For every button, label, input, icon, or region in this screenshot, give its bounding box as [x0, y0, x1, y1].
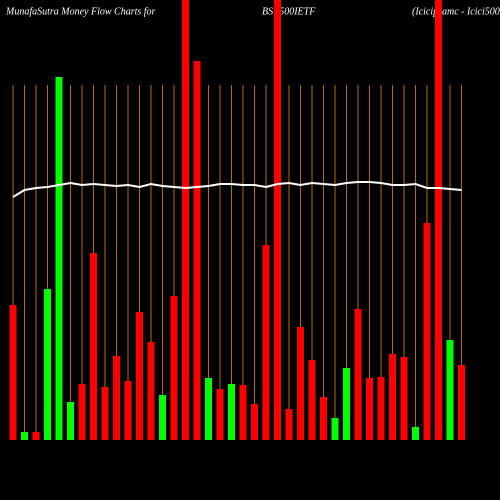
bar [136, 312, 143, 440]
bar [377, 377, 385, 440]
bar [147, 342, 155, 440]
bar [9, 305, 17, 440]
bar [239, 385, 247, 440]
bar [400, 357, 408, 440]
bar [193, 61, 201, 440]
money-flow-line [12, 181, 462, 198]
symbol: BSE500IETF [262, 6, 316, 17]
bar [423, 223, 431, 440]
bar [251, 404, 258, 440]
bar [113, 356, 120, 440]
bar [331, 418, 339, 440]
bar [412, 427, 419, 440]
bar [159, 395, 166, 440]
bar [446, 340, 454, 440]
bar [90, 253, 97, 440]
bar [262, 245, 270, 440]
bar [78, 384, 86, 440]
bar [297, 327, 304, 440]
bar [205, 378, 212, 440]
bar [170, 296, 178, 440]
bar [216, 389, 224, 440]
bar [354, 309, 362, 440]
bar [32, 432, 40, 440]
bar [228, 384, 235, 440]
bar [21, 432, 28, 440]
bar [435, 0, 442, 440]
bar [55, 77, 63, 440]
chart-title: MunafaSutra Money Flow Charts for [5, 6, 156, 17]
bar [366, 378, 373, 440]
bar [182, 0, 189, 440]
bar [320, 397, 327, 440]
bar [67, 402, 74, 440]
bar [274, 0, 281, 440]
bar [343, 368, 350, 440]
bar [101, 387, 109, 440]
bar [124, 381, 132, 440]
bar [308, 360, 316, 440]
bar [44, 289, 51, 440]
bar [285, 409, 293, 440]
bar [458, 365, 465, 440]
bar [389, 354, 396, 440]
company: (Icicipramc - Icici500 [412, 6, 500, 17]
